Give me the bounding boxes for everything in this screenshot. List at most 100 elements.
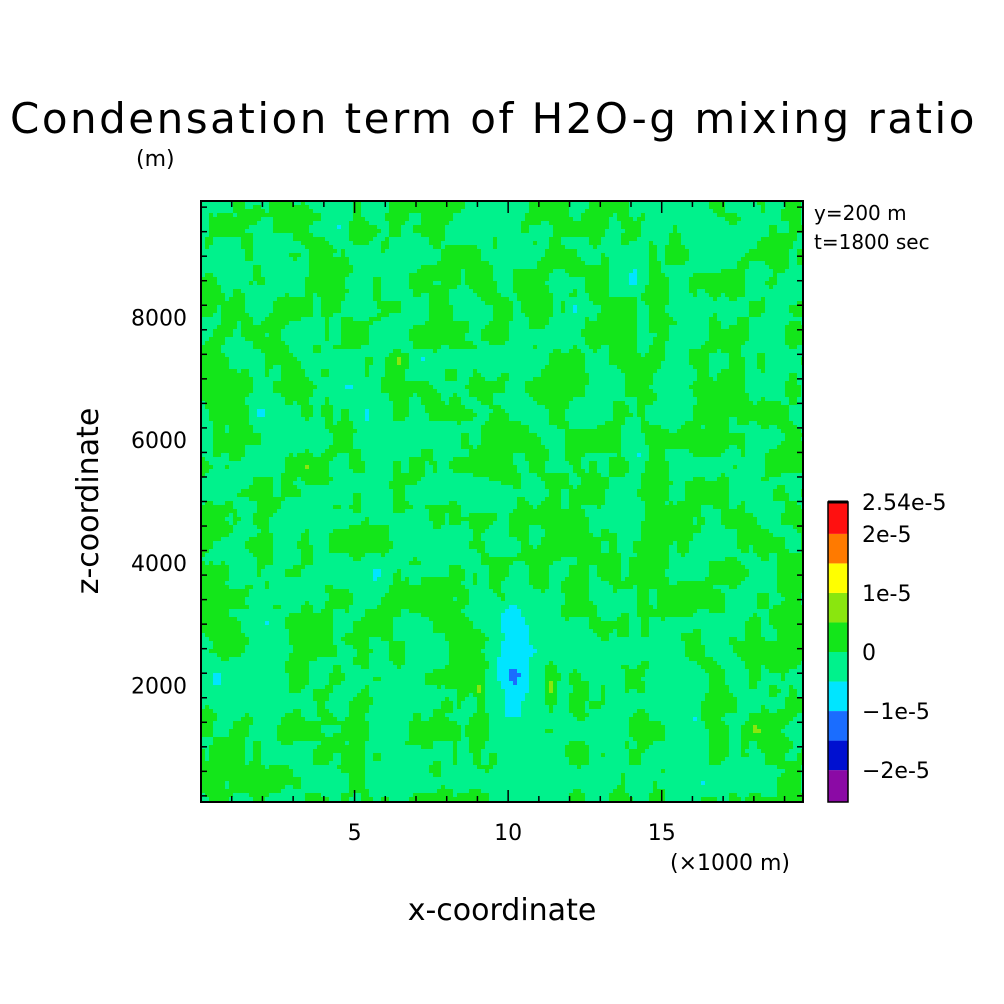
contour-cell (293, 313, 298, 318)
contour-cell (565, 245, 570, 250)
contour-cell (337, 285, 342, 290)
contour-cell (657, 301, 662, 306)
contour-cell (769, 257, 774, 262)
contour-cell (253, 209, 258, 214)
contour-cell (633, 301, 638, 306)
contour-cell (369, 325, 374, 330)
contour-cell (417, 289, 422, 294)
contour-cell (697, 321, 702, 326)
contour-cell (469, 269, 474, 274)
contour-cell (437, 265, 442, 270)
contour-cell (425, 297, 430, 302)
contour-cell (573, 293, 578, 298)
contour-cell (329, 269, 334, 274)
contour-cell (377, 253, 382, 258)
contour-cell (317, 305, 322, 310)
contour-cell (465, 261, 470, 266)
contour-cell (389, 285, 394, 290)
contour-cell (725, 265, 730, 270)
contour-cell (709, 221, 714, 226)
contour-cell (277, 221, 282, 226)
contour-cell (357, 205, 362, 210)
contour-cell (437, 269, 442, 274)
contour-cell (613, 213, 618, 218)
contour-cell (225, 321, 230, 326)
contour-cell (657, 241, 662, 246)
contour-cell (221, 205, 226, 210)
contour-cell (249, 257, 254, 262)
contour-cell (457, 285, 462, 290)
contour-cell (557, 329, 562, 334)
contour-cell (705, 289, 710, 294)
contour-cell (305, 269, 310, 274)
contour-cell (741, 201, 746, 206)
contour-cell (241, 253, 246, 258)
contour-cell (217, 225, 222, 230)
contour-cell (797, 209, 802, 214)
contour-cell (241, 221, 246, 226)
contour-cell (201, 225, 206, 230)
contour-cell (325, 241, 330, 246)
contour-cell (393, 229, 398, 234)
contour-cell (261, 301, 266, 306)
contour-cell (537, 221, 542, 226)
contour-cell (413, 229, 418, 234)
contour-cell (677, 213, 682, 218)
contour-cell (301, 261, 306, 266)
contour-cell (593, 225, 598, 230)
contour-cell (501, 229, 506, 234)
contour-cell (569, 217, 574, 222)
contour-cell (321, 225, 326, 230)
contour-cell (489, 213, 494, 218)
contour-cell (621, 289, 626, 294)
contour-cell (781, 209, 786, 214)
contour-cell (581, 249, 586, 254)
contour-cell (613, 261, 618, 266)
contour-cell (773, 297, 778, 302)
contour-cell (749, 309, 754, 314)
contour-cell (249, 241, 254, 246)
contour-cell (481, 261, 486, 266)
contour-cell (469, 213, 474, 218)
contour-cell (745, 229, 750, 234)
contour-cell (485, 325, 490, 330)
contour-cell (781, 297, 786, 302)
contour-cell (465, 217, 470, 222)
contour-cell (613, 217, 618, 222)
contour-cell (241, 269, 246, 274)
contour-cell (305, 225, 310, 230)
contour-cell (625, 293, 630, 298)
contour-cell (789, 313, 794, 318)
contour-cell (521, 225, 526, 230)
contour-cell (405, 221, 410, 226)
contour-cell (609, 273, 614, 278)
contour-cell (657, 225, 662, 230)
contour-cell (433, 321, 438, 326)
contour-cell (541, 237, 546, 242)
contour-cell (297, 249, 302, 254)
contour-cell (589, 293, 594, 298)
contour-cell (685, 209, 690, 214)
contour-cell (701, 313, 706, 318)
contour-cell (321, 245, 326, 250)
contour-cell (361, 325, 366, 330)
contour-cell (269, 229, 274, 234)
contour-cell (545, 257, 550, 262)
contour-cell (697, 309, 702, 314)
contour-cell (677, 245, 682, 250)
contour-cell (785, 297, 790, 302)
contour-cell (401, 289, 406, 294)
contour-cell (609, 285, 614, 290)
contour-cell (349, 249, 354, 254)
contour-cell (617, 317, 622, 322)
contour-cell (633, 321, 638, 326)
contour-cell (585, 213, 590, 218)
contour-cell (413, 277, 418, 282)
contour-cell (241, 277, 246, 282)
contour-cell (233, 273, 238, 278)
contour-cell (629, 225, 634, 230)
contour-cell (717, 313, 722, 318)
contour-cell (357, 253, 362, 258)
contour-cell (781, 269, 786, 274)
contour-cell (729, 213, 734, 218)
